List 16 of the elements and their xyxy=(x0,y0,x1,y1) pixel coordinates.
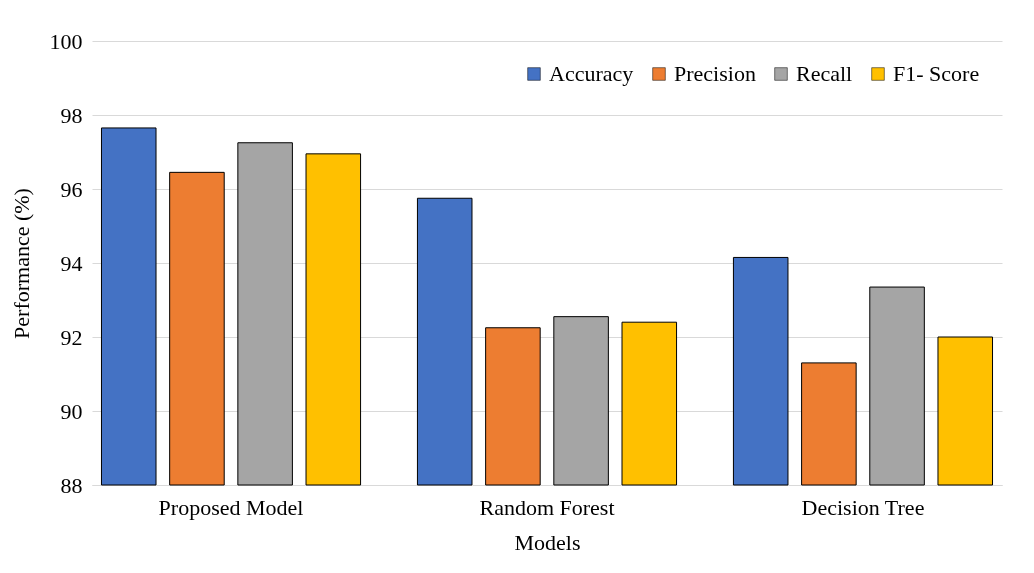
legend-label: Recall xyxy=(796,61,853,86)
y-tick-label: 100 xyxy=(49,28,83,54)
y-tick-label: 94 xyxy=(60,250,83,276)
legend-label: F1- Score xyxy=(893,61,980,86)
x-axis-title: Models xyxy=(514,529,581,555)
x-tick-label: Proposed Model xyxy=(158,494,304,520)
y-axis-title: Performance (%) xyxy=(8,188,34,339)
y-tick-label: 96 xyxy=(60,176,83,202)
x-tick-label: Decision Tree xyxy=(801,494,925,520)
legend-label: Precision xyxy=(674,61,756,86)
y-tick-label: 90 xyxy=(60,398,83,424)
y-tick-label: 98 xyxy=(60,102,83,128)
y-tick-label: 92 xyxy=(60,324,83,350)
legend-label: Accuracy xyxy=(549,61,634,86)
y-tick-label: 88 xyxy=(60,472,83,498)
x-tick-label: Random Forest xyxy=(479,494,615,520)
